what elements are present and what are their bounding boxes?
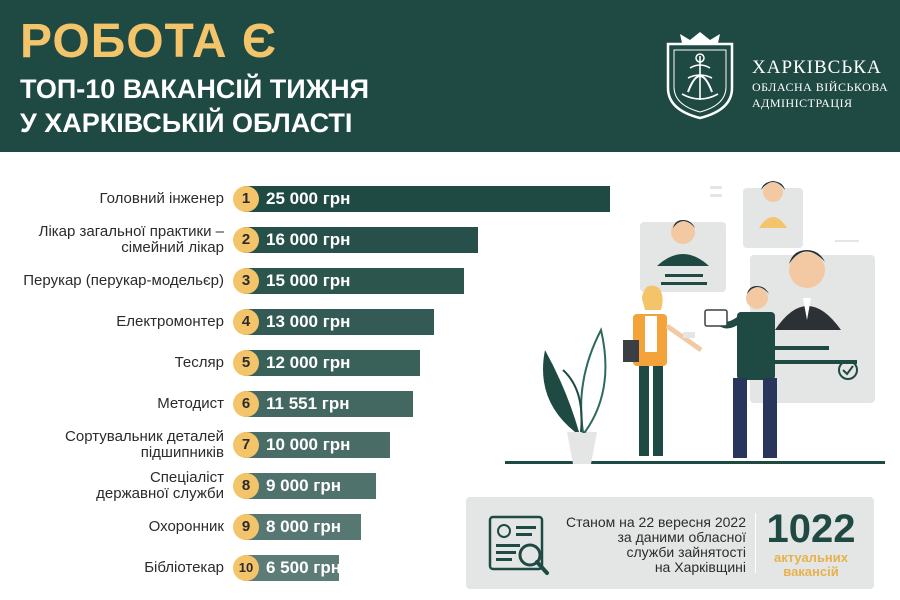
organization-name: ХАРКІВСЬКА ОБЛАСНА ВІЙСЬКОВА АДМІНІСТРАЦ… (752, 57, 888, 111)
rank-badge: 2 (233, 227, 259, 253)
job-title-line: Перукар (перукар-модельєр) (23, 272, 224, 289)
ranking-row: Лікар загальної практики – сімейний лікар… (0, 224, 900, 256)
man-figure (746, 287, 768, 309)
job-title-line: Головний інженер (99, 190, 224, 207)
vacancies-label-line: актуальних (773, 550, 849, 565)
stats-panel: Станом на 22 вересня 2022 за даними обла… (466, 497, 874, 589)
job-title-line: сімейний лікар (121, 239, 224, 256)
salary-bar (244, 432, 390, 458)
job-title: Лікар загальної практики – сімейний лікар (0, 224, 224, 256)
stats-description: Станом на 22 вересня 2022 за даними обла… (552, 515, 746, 575)
job-title-line: Сортувальник деталей (65, 428, 224, 445)
rank-badge: 3 (233, 268, 259, 294)
ranking-row: Охоронник 9 8 000 грн (0, 514, 900, 540)
job-title: Охоронник (0, 519, 224, 535)
rank-badge: 6 (233, 391, 259, 417)
job-title-line: Охоронник (148, 518, 224, 535)
job-title: Бібліотекар (0, 560, 224, 576)
subtitle-line: ТОП-10 ВАКАНСІЙ ТИЖНЯ (20, 74, 369, 104)
rank-badge: 10 (233, 555, 259, 581)
plant-pot (567, 432, 597, 464)
job-title: Перукар (перукар-модельєр) (0, 273, 224, 289)
resume-search-icon (488, 515, 549, 575)
job-title: Методист (0, 396, 224, 412)
floor-line (505, 461, 885, 464)
salary-bar (244, 391, 413, 417)
salary-value: 8 000 грн (266, 517, 341, 536)
org-line: ОБЛАСНА ВІЙСЬКОВА (752, 80, 889, 94)
ranking-row: Сортувальник деталей підшипників 7 10 000 г… (0, 429, 900, 461)
stats-divider (755, 513, 756, 573)
rank-badge: 7 (233, 432, 259, 458)
salary-bar (244, 227, 478, 253)
ranking-row: Перукар (перукар-модельєр) 3 15 000 грн (0, 268, 900, 294)
salary-value: 25 000 грн (266, 189, 351, 208)
job-title: Головний інженер (0, 191, 224, 207)
page-subtitle: ТОП-10 ВАКАНСІЙ ТИЖНЯ У ХАРКІВСЬКІЙ ОБЛА… (20, 72, 369, 140)
stats-line: служби зайнятості (626, 544, 746, 560)
job-title-line: Спеціаліст (149, 469, 224, 486)
ranking-row: Головний інженер 1 25 000 грн (0, 186, 900, 212)
salary-value: 6 500 грн (266, 558, 341, 577)
salary-bar (244, 309, 434, 335)
rank-badge: 5 (233, 350, 259, 376)
header-banner: РОБОТА Є ТОП-10 ВАКАНСІЙ ТИЖНЯ У ХАРКІВС… (0, 0, 900, 152)
salary-value: 16 000 грн (266, 230, 351, 249)
job-title: Спеціаліст державної служби (0, 470, 224, 502)
org-line: ХАРКІВСЬКА (752, 57, 882, 78)
rank-badge: 8 (233, 473, 259, 499)
job-title-line: Тесляр (174, 354, 224, 371)
ranking-row: Спеціаліст державної служби 8 9 000 грн (0, 470, 900, 502)
stats-line: Станом на 22 вересня 2022 (565, 514, 746, 530)
salary-bar (244, 350, 420, 376)
recruitment-people-illustration (505, 181, 885, 464)
ranking-row: Електромонтер 4 13 000 грн (0, 309, 900, 335)
ranking-row: Бібліотекар 10 6 500 грн (0, 555, 900, 581)
salary-bar (244, 473, 376, 499)
kharkiv-region-coat-of-arms-icon (666, 32, 734, 120)
job-title-line: Методист (157, 395, 224, 412)
salary-bar (244, 514, 361, 540)
org-line: АДМІНІСТРАЦІЯ (752, 96, 853, 110)
salary-value: 15 000 грн (266, 271, 351, 290)
job-title-line: Електромонтер (116, 313, 224, 330)
job-title: Сортувальник деталей підшипників (0, 429, 224, 461)
salary-bar (244, 186, 610, 212)
salary-value: 10 000 грн (266, 435, 351, 454)
salary-value: 9 000 грн (266, 476, 341, 495)
job-title: Електромонтер (0, 314, 224, 330)
vacancies-label-line: вакансій (783, 564, 839, 579)
salary-value: 11 551 грн (266, 394, 350, 413)
salary-value: 13 000 грн (266, 312, 351, 331)
vacancies-label: актуальних вакансій (756, 551, 866, 579)
salary-bar (244, 555, 339, 581)
salary-value: 12 000 грн (266, 353, 351, 372)
job-title-line: державної служби (96, 485, 224, 502)
job-title-line: підшипників (140, 444, 224, 461)
salary-bar (244, 268, 464, 294)
rank-badge: 1 (233, 186, 259, 212)
job-title-line: Лікар загальної практики – (38, 223, 224, 240)
stats-line: на Харківщині (654, 559, 746, 575)
rank-badge: 9 (233, 514, 259, 540)
stats-line: за даними обласної (617, 529, 746, 545)
subtitle-line: У ХАРКІВСЬКІЙ ОБЛАСТІ (20, 108, 353, 138)
vacancies-count: 1022 (766, 507, 856, 551)
ranking-row: Методист 6 11 551 грн (0, 391, 900, 417)
page-title: РОБОТА Є (20, 15, 277, 68)
job-title: Тесляр (0, 355, 224, 371)
ranking-row: Тесляр 5 12 000 грн (0, 350, 900, 376)
job-title-line: Бібліотекар (144, 559, 224, 576)
rank-badge: 4 (233, 309, 259, 335)
